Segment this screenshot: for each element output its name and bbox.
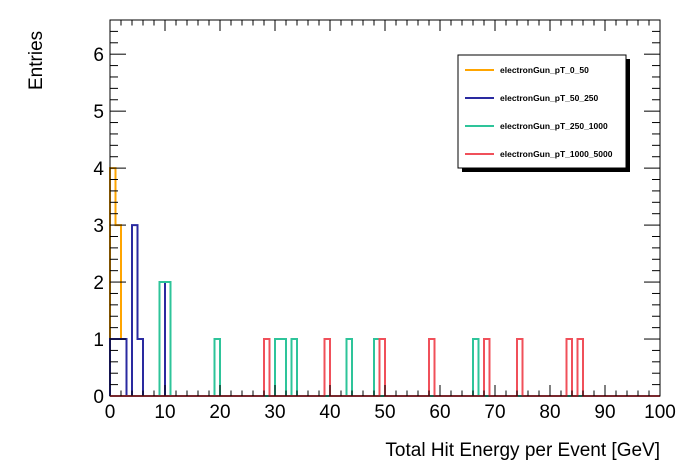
legend: electronGun_pT_0_50 electronGun_pT_50_250… bbox=[457, 54, 630, 172]
x-tick-label: 60 bbox=[429, 402, 450, 423]
x-tick-label: 10 bbox=[154, 402, 175, 423]
y-tick-label: 0 bbox=[93, 387, 104, 408]
x-tick-label: 40 bbox=[319, 402, 340, 423]
legend-label: electronGun_pT_50_250 bbox=[500, 93, 599, 103]
x-tick-label: 50 bbox=[374, 402, 395, 423]
legend-label: electronGun_pT_1000_5000 bbox=[500, 149, 613, 159]
x-tick-label: 20 bbox=[209, 402, 230, 423]
legend-box bbox=[457, 54, 627, 169]
x-axis-ticks bbox=[109, 20, 661, 396]
x-axis-tick-labels: 0 10 20 30 40 50 60 70 80 90 100 bbox=[105, 402, 676, 423]
legend-label: electronGun_pT_250_1000 bbox=[500, 121, 608, 131]
legend-label: electronGun_pT_0_50 bbox=[500, 65, 589, 75]
x-tick-label: 70 bbox=[484, 402, 505, 423]
y-tick-label: 4 bbox=[93, 159, 104, 180]
y-tick-label: 1 bbox=[93, 330, 104, 351]
y-axis-tick-labels: 0 1 2 3 4 5 6 bbox=[93, 45, 104, 408]
x-tick-label: 0 bbox=[105, 402, 116, 423]
y-tick-label: 2 bbox=[93, 273, 104, 294]
y-tick-label: 6 bbox=[93, 45, 104, 66]
legend-entries: electronGun_pT_0_50 electronGun_pT_50_250… bbox=[465, 65, 613, 159]
x-tick-label: 90 bbox=[594, 402, 615, 423]
x-tick-label: 30 bbox=[264, 402, 285, 423]
y-axis-ticks bbox=[110, 19, 660, 397]
y-tick-label: 5 bbox=[93, 102, 104, 123]
y-axis-title: Entries bbox=[26, 31, 47, 90]
y-tick-label: 3 bbox=[93, 216, 104, 237]
x-tick-label: 80 bbox=[539, 402, 560, 423]
x-tick-label: 100 bbox=[644, 402, 676, 423]
x-axis-title: Total Hit Energy per Event [GeV] bbox=[385, 440, 660, 461]
